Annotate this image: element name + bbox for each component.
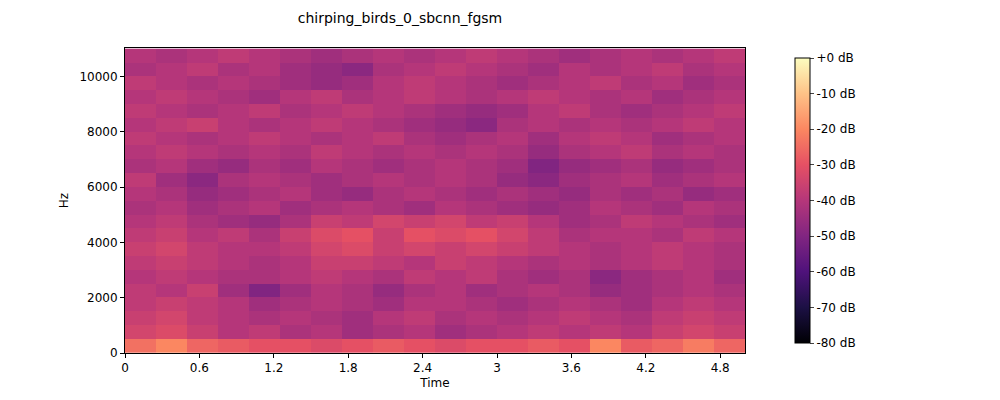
svg-text:-20 dB: -20 dB [816,122,855,136]
svg-text:1.2: 1.2 [264,361,283,375]
svg-text:chirping_birds_0_sbcnn_fgsm: chirping_birds_0_sbcnn_fgsm [298,10,503,26]
svg-text:3.6: 3.6 [562,361,581,375]
svg-text:0: 0 [110,346,118,360]
svg-text:2.4: 2.4 [413,361,432,375]
svg-text:4.2: 4.2 [636,361,655,375]
svg-text:6000: 6000 [87,180,118,194]
svg-text:-30 dB: -30 dB [816,158,855,172]
svg-text:Time: Time [419,376,449,390]
svg-text:0.6: 0.6 [190,361,209,375]
svg-text:8000: 8000 [87,125,118,139]
svg-text:-10 dB: -10 dB [816,87,855,101]
svg-text:4.8: 4.8 [711,361,730,375]
svg-text:-50 dB: -50 dB [816,229,855,243]
svg-text:2000: 2000 [87,291,118,305]
svg-text:4000: 4000 [87,236,118,250]
svg-text:1.8: 1.8 [339,361,358,375]
svg-text:0: 0 [121,361,129,375]
svg-text:10000: 10000 [79,70,117,84]
svg-text:-70 dB: -70 dB [816,301,855,315]
svg-text:-40 dB: -40 dB [816,194,855,208]
svg-text:Hz: Hz [57,193,71,208]
svg-text:-80 dB: -80 dB [816,336,855,350]
svg-text:3: 3 [493,361,501,375]
svg-text:-60 dB: -60 dB [816,265,855,279]
svg-text:+0 dB: +0 dB [816,51,853,65]
